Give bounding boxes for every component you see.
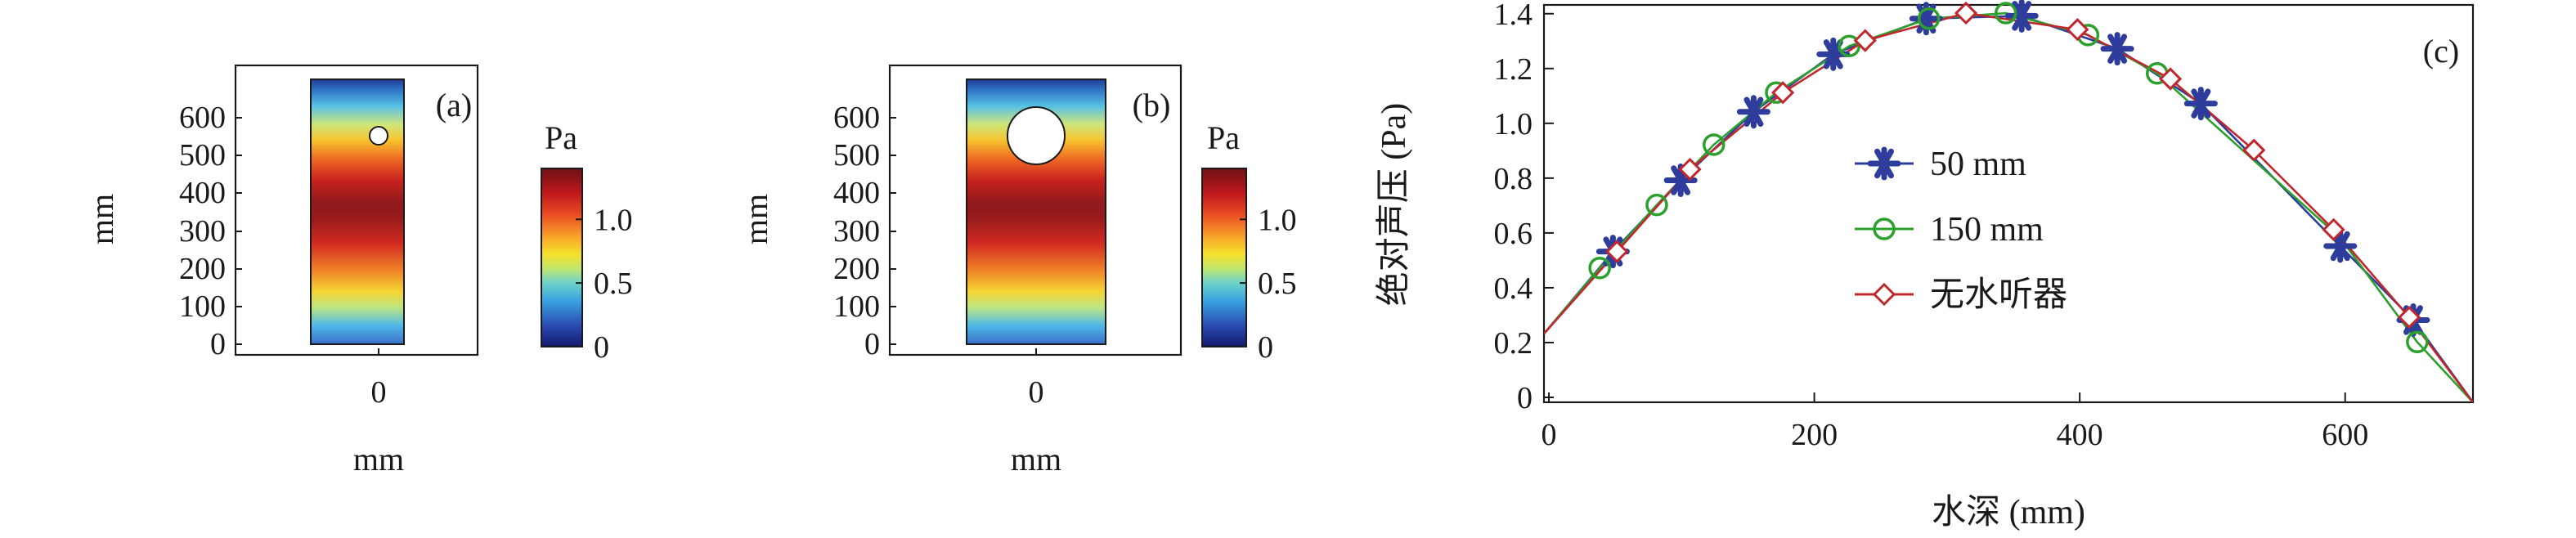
panel-b-colorbar-ticks <box>1240 218 1246 347</box>
series-1-point <box>1588 257 1611 280</box>
panel-b-cbtick-0.5: 0.5 <box>1258 267 1297 301</box>
panel-b-x-tick: 0 <box>1029 375 1044 410</box>
series-1-point <box>1838 34 1861 58</box>
panel-b-ytick-0: 0 <box>864 327 880 361</box>
series-2-point <box>2322 217 2345 241</box>
panel-b-y-unit: mm <box>738 194 774 244</box>
panel-a-hydrophone-marker <box>369 126 388 146</box>
series-0-point <box>2004 0 2039 33</box>
series-1-point <box>1702 133 1726 156</box>
legend-marker <box>1872 282 1896 307</box>
chart-x-ticks: 0 200 400 600 <box>1542 392 2368 452</box>
y-tick-label: 1.4 <box>1494 0 1533 32</box>
series-2-point <box>1770 81 1795 105</box>
series-0-point <box>1736 95 1770 129</box>
panel-b-cbtick-1.0: 1.0 <box>1258 203 1297 237</box>
panel-a-ytick-600: 600 <box>179 101 226 135</box>
panel-a-cbtick-0: 0 <box>594 330 609 365</box>
panel-a-y-ticks: 0 100 200 300 400 500 600 <box>179 101 242 361</box>
panel-b-ytick-200: 200 <box>833 252 880 286</box>
panel-a-y-unit: mm <box>83 194 120 244</box>
series-1-point <box>1645 193 1668 217</box>
chart-x-label: 水深 (mm) <box>1932 494 2085 531</box>
panel-a-pressure-field <box>310 78 405 345</box>
panel-b-ytick-100: 100 <box>833 289 880 324</box>
panel-a-colorbar <box>541 168 583 347</box>
chart-y-label: 绝对声压 (Pa) <box>1375 103 1413 306</box>
series-1-point <box>1917 7 1941 30</box>
legend-label: 无水听器 <box>1930 276 2067 314</box>
y-tick-label: 0.8 <box>1494 162 1533 196</box>
series-1-point <box>1995 2 2017 25</box>
panel-b-ytick-400: 400 <box>833 176 880 210</box>
chart-series-markers <box>1588 0 2430 354</box>
panel-a-colorbar-ticks <box>576 218 582 347</box>
series-2-point <box>2242 138 2266 162</box>
panel-a: (a) 0 100 200 300 400 500 600 mm 0 mm Pa… <box>83 64 633 477</box>
x-tick-label: 0 <box>1542 418 1557 452</box>
series-0-point <box>2323 229 2358 263</box>
series-2-point <box>2066 18 2089 42</box>
panel-a-x-unit: mm <box>353 441 404 477</box>
panel-a-ytick-200: 200 <box>179 252 226 286</box>
x-tick-label: 200 <box>1791 418 1838 452</box>
x-tick-label: 400 <box>2057 418 2103 452</box>
y-tick-label: 0.4 <box>1494 271 1533 306</box>
panel-b-x-unit: mm <box>1011 441 1061 477</box>
panel-b-ytick-300: 300 <box>833 214 880 249</box>
panel-a-ytick-500: 500 <box>179 138 226 173</box>
series-2-point <box>1954 1 1978 25</box>
legend-marker <box>1867 146 1901 181</box>
panel-b-hydrophone-marker <box>1007 106 1066 165</box>
series-0-point <box>2183 87 2218 121</box>
panel-a-ytick-0: 0 <box>210 327 226 361</box>
panel-b: (b) 0 100 200 300 400 500 600 mm 0 mm Pa… <box>738 64 1297 477</box>
chart-y-ticks: 0 0.2 0.4 0.6 0.8 1.0 1.2 1.4 <box>1494 0 1554 415</box>
panel-a-cbtick-1.0: 1.0 <box>594 203 633 237</box>
series-2-point <box>2158 67 2183 91</box>
panel-c: 0 200 400 600 0 0.2 0.4 0.6 0.8 1.0 1.2 1.4 (c) 水深… <box>1375 0 2475 531</box>
series-1-point <box>2406 330 2429 354</box>
panel-b-cbtick-0: 0 <box>1258 330 1273 365</box>
series-2-point <box>1678 157 1702 182</box>
panel-b-y-ticks: 0 100 200 300 400 500 600 <box>833 101 896 361</box>
panel-a-x-tick: 0 <box>371 375 387 410</box>
panel-b-ytick-500: 500 <box>833 138 880 173</box>
panel-a-cbtick-0.5: 0.5 <box>594 267 633 301</box>
panel-a-colorbar-unit: Pa <box>545 119 577 156</box>
panel-b-colorbar <box>1201 168 1247 347</box>
series-0-point <box>2100 32 2134 66</box>
panel-b-label: (b) <box>1133 87 1171 123</box>
x-tick-label: 600 <box>2322 418 2368 452</box>
y-tick-label: 0.6 <box>1494 217 1533 251</box>
panel-a-label: (a) <box>436 87 472 123</box>
series-2-point <box>1605 240 1629 263</box>
panel-b-ytick-600: 600 <box>833 101 880 135</box>
panel-b-colorbar-unit: Pa <box>1207 119 1240 156</box>
legend-marker <box>1873 217 1896 240</box>
y-tick-label: 0.2 <box>1494 326 1533 361</box>
series-2-point <box>1853 29 1877 52</box>
panel-a-ytick-300: 300 <box>179 214 226 249</box>
series-2-point <box>2397 305 2421 330</box>
chart-plot-frame <box>1542 3 2475 404</box>
y-tick-label: 1.2 <box>1494 52 1533 87</box>
chart-panel-label: (c) <box>2423 33 2459 69</box>
y-tick-label: 0 <box>1517 381 1533 415</box>
legend-label: 150 mm <box>1930 211 2044 249</box>
chart-legend: 50 mm 150 mm 无水听器 <box>1855 146 2067 314</box>
panel-a-ytick-400: 400 <box>179 176 226 210</box>
panel-a-ytick-100: 100 <box>179 289 226 324</box>
legend-label: 50 mm <box>1930 146 2026 183</box>
y-tick-label: 1.0 <box>1494 107 1533 141</box>
